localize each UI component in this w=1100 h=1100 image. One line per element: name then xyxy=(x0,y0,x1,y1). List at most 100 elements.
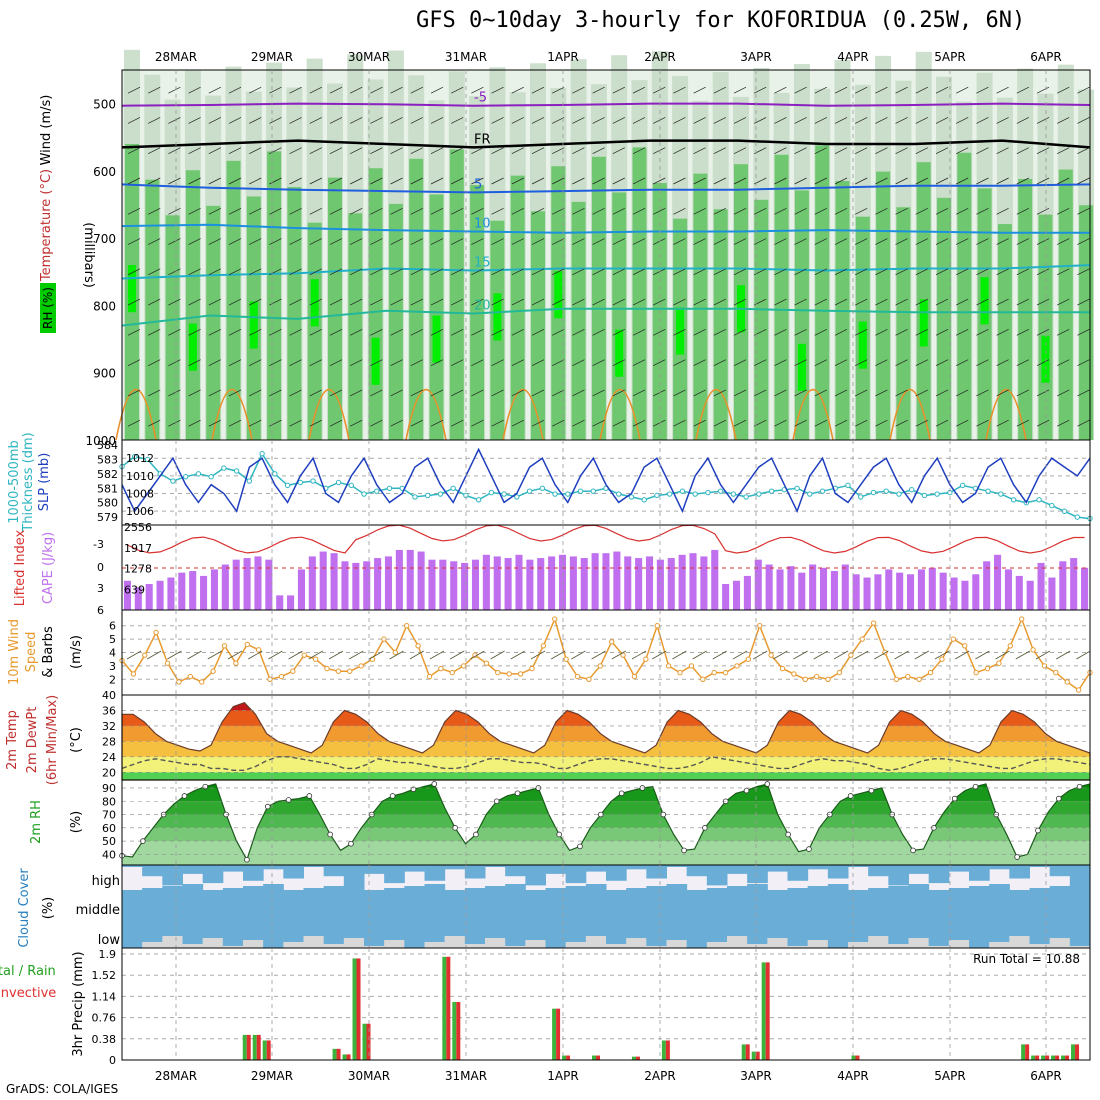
isotherm-label--5: -5 xyxy=(474,91,487,106)
barb-5-8 xyxy=(228,329,242,336)
temp-band-0 xyxy=(122,772,1090,780)
barb-16-6 xyxy=(451,268,464,276)
barb-26-7 xyxy=(653,298,666,306)
precip-tick-1.14: 1.14 xyxy=(92,990,117,1003)
cloud-low-clear-29 xyxy=(706,942,728,948)
cloud-low-15 xyxy=(424,920,446,942)
cloud-low-1 xyxy=(142,920,163,942)
barb-32-11 xyxy=(774,419,787,427)
warm-contour-8 xyxy=(889,389,931,441)
barb-32-8 xyxy=(774,329,787,336)
rh-pt-20 xyxy=(327,831,333,838)
rh-pt-16 xyxy=(285,797,292,803)
barb-13-9 xyxy=(390,359,403,366)
rh-tick-90: 90 xyxy=(102,782,116,795)
cape-bar-72 xyxy=(907,574,915,610)
barb-47-2 xyxy=(1077,147,1090,155)
barb-29-9 xyxy=(713,359,726,366)
wind10-series-pt-36 xyxy=(529,665,535,672)
cloud-low-clear-45 xyxy=(1029,944,1051,948)
cloud-high-33 xyxy=(787,865,809,881)
barb-39-4 xyxy=(915,207,928,215)
rh-tick-40: 40 xyxy=(102,848,116,861)
barb-20-7 xyxy=(531,298,545,306)
cloud-low-17 xyxy=(464,920,486,944)
wind10-barb-27 xyxy=(672,650,687,660)
barb-12-5 xyxy=(370,238,383,245)
barb-18-2 xyxy=(491,147,504,155)
wind10-label-d: (m/s) xyxy=(69,635,84,669)
barb-40-10 xyxy=(935,389,949,397)
wind10-series-pt-2 xyxy=(142,652,148,658)
wind10-barb-13 xyxy=(389,650,404,660)
cloud-mid-3 xyxy=(182,884,204,920)
date-top-1APR: 1APR xyxy=(547,50,578,64)
wind10-barb-36 xyxy=(854,650,869,660)
wind10-series-pt-77 xyxy=(996,660,1002,666)
barb-21-4 xyxy=(552,207,565,215)
barb-11-11 xyxy=(350,419,363,427)
thickness-series-pt-6 xyxy=(195,471,202,477)
wind10-series-pt-81 xyxy=(1041,663,1048,669)
isotherm-label-FR: FR xyxy=(474,132,491,147)
barb-6-11 xyxy=(249,419,262,427)
barb-41-2 xyxy=(956,147,969,155)
thickness-series-pt-8 xyxy=(221,465,227,471)
rh-pt-88 xyxy=(1035,827,1041,834)
wind10-series-pt-79 xyxy=(1018,616,1025,622)
barb-22-2 xyxy=(572,147,585,155)
barb-7-2 xyxy=(269,147,282,155)
barb-26-2 xyxy=(653,147,666,155)
barb-21-0 xyxy=(552,86,565,94)
barb-11-4 xyxy=(350,207,363,215)
thickness-series-pt-1 xyxy=(132,453,138,460)
wind-tick-2: 2 xyxy=(109,673,116,686)
slp-tick-1010: 1010 xyxy=(126,470,154,483)
thickness-series-pt-20 xyxy=(374,488,380,494)
precip-label-b: Convective xyxy=(0,986,56,1001)
date-bottom-28MAR: 28MAR xyxy=(155,1069,197,1083)
wind10-series-pt-29 xyxy=(449,669,455,676)
barb-25-2 xyxy=(632,147,646,155)
barb-43-6 xyxy=(996,268,1009,276)
rh-pt-86 xyxy=(1014,854,1020,860)
rh-bright-col-6 xyxy=(249,301,258,349)
cape-bar-87 xyxy=(1070,558,1078,610)
barb-34-10 xyxy=(814,389,827,397)
barb-3-3 xyxy=(188,177,201,185)
barb-34-5 xyxy=(814,238,827,245)
thickness-series-pt-40 xyxy=(628,494,635,500)
barb-4-2 xyxy=(208,147,221,155)
wind10-series-pt-1 xyxy=(130,671,137,677)
barb-18-11 xyxy=(491,419,504,427)
barb-29-1 xyxy=(713,117,726,124)
barb-38-11 xyxy=(895,419,908,427)
wind10-series-pt-58 xyxy=(779,665,786,672)
barb-0-1 xyxy=(127,117,141,124)
barb-26-6 xyxy=(653,268,666,276)
wind10-barb-26 xyxy=(652,650,667,660)
barb-8-11 xyxy=(289,419,302,427)
wind10-barb-47 xyxy=(1076,650,1091,660)
isotherm-5 xyxy=(121,183,1091,194)
warm-contour-9 xyxy=(985,389,1027,441)
upper-ytick-600: 600 xyxy=(93,165,116,179)
rh-pt-28 xyxy=(410,786,417,793)
barb-23-2 xyxy=(592,147,605,155)
barb-46-1 xyxy=(1057,117,1070,124)
wind10-barb-25 xyxy=(631,650,647,660)
rh-bright-col-0 xyxy=(128,265,136,313)
thickness-series-pt-2 xyxy=(144,456,151,463)
barb-1-7 xyxy=(148,298,161,306)
wind10-series-pt-61 xyxy=(813,673,820,680)
barb-46-11 xyxy=(1057,419,1070,427)
barb-37-9 xyxy=(875,359,888,366)
barb-35-11 xyxy=(834,419,848,427)
cloud-high-43 xyxy=(989,865,1010,870)
barb-23-9 xyxy=(592,359,605,366)
wind10-barb-39 xyxy=(914,650,929,660)
thickness-series-pt-53 xyxy=(794,485,800,491)
barb-37-0 xyxy=(875,86,888,94)
barb-2-3 xyxy=(168,177,181,185)
barb-4-6 xyxy=(208,268,221,276)
